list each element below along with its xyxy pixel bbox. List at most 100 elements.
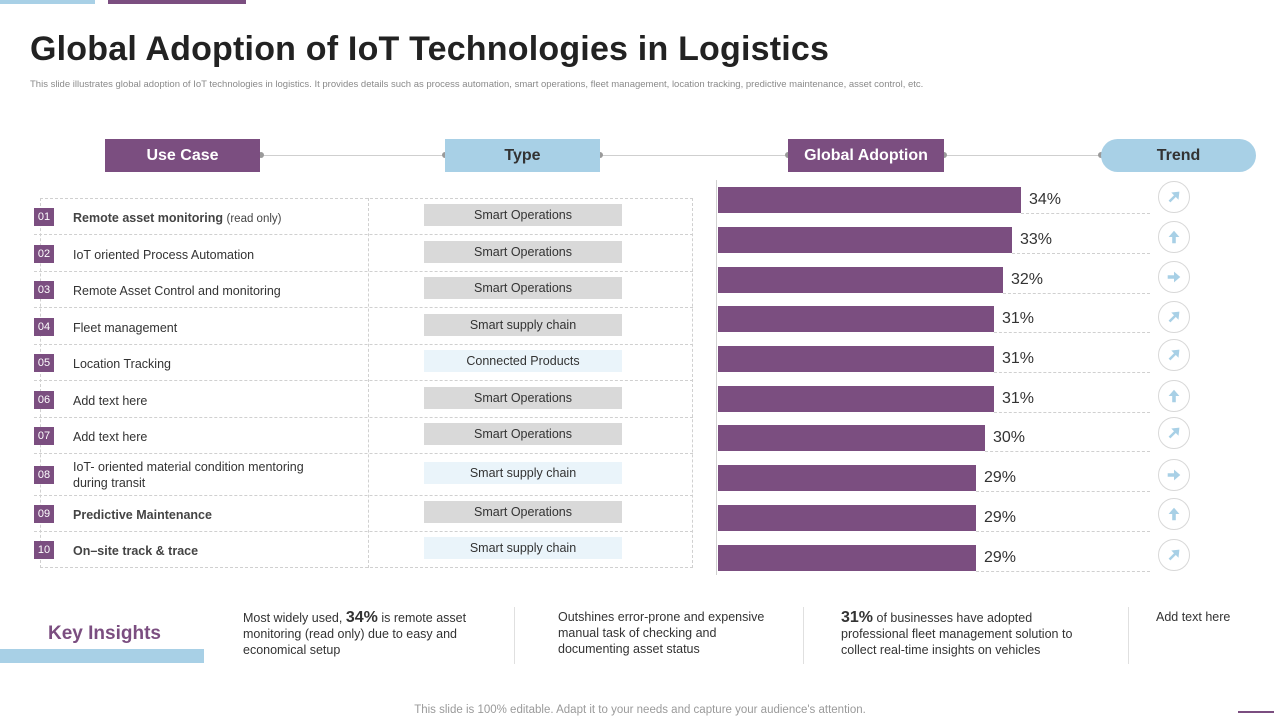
row-number-badge: 05 bbox=[34, 354, 54, 372]
use-case-table bbox=[40, 198, 693, 568]
use-case-label: IoT oriented Process Automation bbox=[73, 247, 373, 263]
table-row: 05 Location Tracking Connected Products bbox=[34, 345, 693, 381]
use-case-text: Add text here bbox=[73, 394, 148, 408]
up-right-arrow-icon bbox=[1158, 181, 1190, 213]
up-arrow-icon bbox=[1158, 498, 1190, 530]
adoption-bar bbox=[718, 227, 1012, 253]
type-tag: Smart Operations bbox=[424, 241, 622, 263]
use-case-label: On–site track & trace bbox=[73, 543, 373, 559]
table-row: 02 IoT oriented Process Automation Smart O… bbox=[34, 235, 693, 272]
insight-3-post: of businesses have adopted professional … bbox=[841, 611, 1073, 657]
adoption-value-label: 31% bbox=[1002, 310, 1035, 327]
table-row: 06 Add text here Smart Operations bbox=[34, 381, 693, 418]
adoption-guide-line bbox=[994, 412, 1150, 413]
type-tag: Smart Operations bbox=[424, 387, 622, 409]
row-number-badge: 08 bbox=[34, 466, 54, 484]
header-type: Type bbox=[445, 139, 600, 172]
use-case-text: Remote asset monitoring bbox=[73, 211, 224, 225]
type-tag: Smart supply chain bbox=[424, 537, 622, 559]
adoption-guide-line bbox=[1003, 293, 1150, 294]
table-column-separator bbox=[368, 198, 369, 568]
use-case-label: Predictive Maintenance bbox=[73, 507, 373, 523]
up-right-arrow-icon bbox=[1158, 301, 1190, 333]
adoption-guide-line bbox=[976, 531, 1150, 532]
insight-separator bbox=[514, 607, 515, 664]
right-arrow-icon bbox=[1158, 459, 1190, 491]
insight-2-text: Outshines error-prone and expensive manu… bbox=[558, 610, 765, 656]
use-case-text: Fleet management bbox=[73, 321, 178, 335]
up-right-arrow-icon bbox=[1158, 339, 1190, 371]
bottom-right-accent-bar bbox=[1238, 711, 1274, 713]
use-case-label: Add text here bbox=[73, 429, 373, 445]
table-row: 08 IoT- oriented material condition mento… bbox=[34, 454, 693, 496]
row-number-badge: 04 bbox=[34, 318, 54, 336]
type-tag: Smart supply chain bbox=[424, 314, 622, 336]
adoption-bar bbox=[718, 425, 985, 451]
adoption-bar bbox=[718, 465, 976, 491]
adoption-guide-line bbox=[976, 491, 1150, 492]
adoption-value-label: 34% bbox=[1029, 191, 1062, 208]
insight-separator bbox=[1128, 607, 1129, 664]
type-tag: Smart Operations bbox=[424, 423, 622, 445]
use-case-suffix: (read only) bbox=[226, 213, 282, 225]
table-row: 07 Add text here Smart Operations bbox=[34, 418, 693, 454]
use-case-label: Add text here bbox=[73, 393, 373, 409]
row-number-badge: 03 bbox=[34, 281, 54, 299]
adoption-value-label: 29% bbox=[984, 549, 1017, 566]
header-connector-dot bbox=[597, 152, 603, 158]
adoption-value-label: 30% bbox=[993, 429, 1026, 446]
row-number-badge: 02 bbox=[34, 245, 54, 263]
use-case-text: Remote Asset Control and monitoring bbox=[73, 284, 281, 298]
type-tag: Smart Operations bbox=[424, 501, 622, 523]
adoption-bar bbox=[718, 267, 1003, 293]
adoption-bar bbox=[718, 545, 976, 571]
key-insights-accent-bar bbox=[0, 649, 204, 663]
up-right-arrow-icon bbox=[1158, 539, 1190, 571]
row-number-badge: 06 bbox=[34, 391, 54, 409]
up-arrow-icon bbox=[1158, 221, 1190, 253]
up-right-arrow-icon bbox=[1158, 417, 1190, 449]
adoption-value-label: 33% bbox=[1020, 231, 1053, 248]
header-connector-dot bbox=[941, 152, 947, 158]
use-case-text: Predictive Maintenance bbox=[73, 508, 212, 522]
insight-1-highlight: 34% bbox=[345, 609, 378, 626]
footer-note: This slide is 100% editable. Adapt it to… bbox=[414, 704, 866, 716]
row-number-badge: 10 bbox=[34, 541, 54, 559]
adoption-bar bbox=[718, 386, 994, 412]
table-row: 10 On–site track & trace Smart supply chai… bbox=[34, 532, 693, 568]
adoption-bar bbox=[718, 187, 1021, 213]
insight-2: Outshines error-prone and expensive manu… bbox=[558, 609, 788, 657]
use-case-text: Add text here bbox=[73, 430, 148, 444]
row-number-badge: 07 bbox=[34, 427, 54, 445]
use-case-label: IoT- oriented material condition mentori… bbox=[73, 459, 333, 491]
adoption-value-label: 29% bbox=[984, 469, 1017, 486]
adoption-value-label: 31% bbox=[1002, 390, 1035, 407]
table-row: 03 Remote Asset Control and monitoring Sma… bbox=[34, 272, 693, 308]
adoption-guide-line bbox=[994, 332, 1150, 333]
use-case-label: Remote asset monitoring (read only) bbox=[73, 210, 373, 227]
table-row: 01 Remote asset monitoring (read only) Sma… bbox=[34, 198, 693, 235]
insight-1-post: is remote asset monitoring (read only) d… bbox=[243, 611, 467, 657]
insight-3-highlight: 31% bbox=[841, 609, 874, 626]
type-tag: Connected Products bbox=[424, 350, 622, 372]
use-case-label: Fleet management bbox=[73, 320, 373, 336]
row-number-badge: 09 bbox=[34, 505, 54, 523]
header-connector-line bbox=[260, 155, 1105, 156]
top-mid-accent-bar bbox=[108, 0, 246, 4]
insight-4: Add text here bbox=[1156, 609, 1266, 625]
page-subtitle: This slide illustrates global adoption o… bbox=[30, 79, 924, 90]
insight-separator bbox=[803, 607, 804, 664]
type-tag: Smart Operations bbox=[424, 277, 622, 299]
adoption-value-label: 32% bbox=[1011, 271, 1044, 288]
key-insights-label: Key Insights bbox=[48, 623, 161, 644]
type-tag: Smart supply chain bbox=[424, 462, 622, 484]
right-arrow-icon bbox=[1158, 261, 1190, 293]
insight-1-pre: Most widely used, bbox=[243, 611, 346, 625]
adoption-bar bbox=[718, 306, 994, 332]
use-case-label: Location Tracking bbox=[73, 356, 373, 372]
use-case-text: Location Tracking bbox=[73, 357, 171, 371]
adoption-guide-line bbox=[976, 571, 1150, 572]
adoption-value-label: 29% bbox=[984, 509, 1017, 526]
adoption-bar bbox=[718, 505, 976, 531]
use-case-text: IoT- oriented material condition mentori… bbox=[73, 460, 304, 490]
